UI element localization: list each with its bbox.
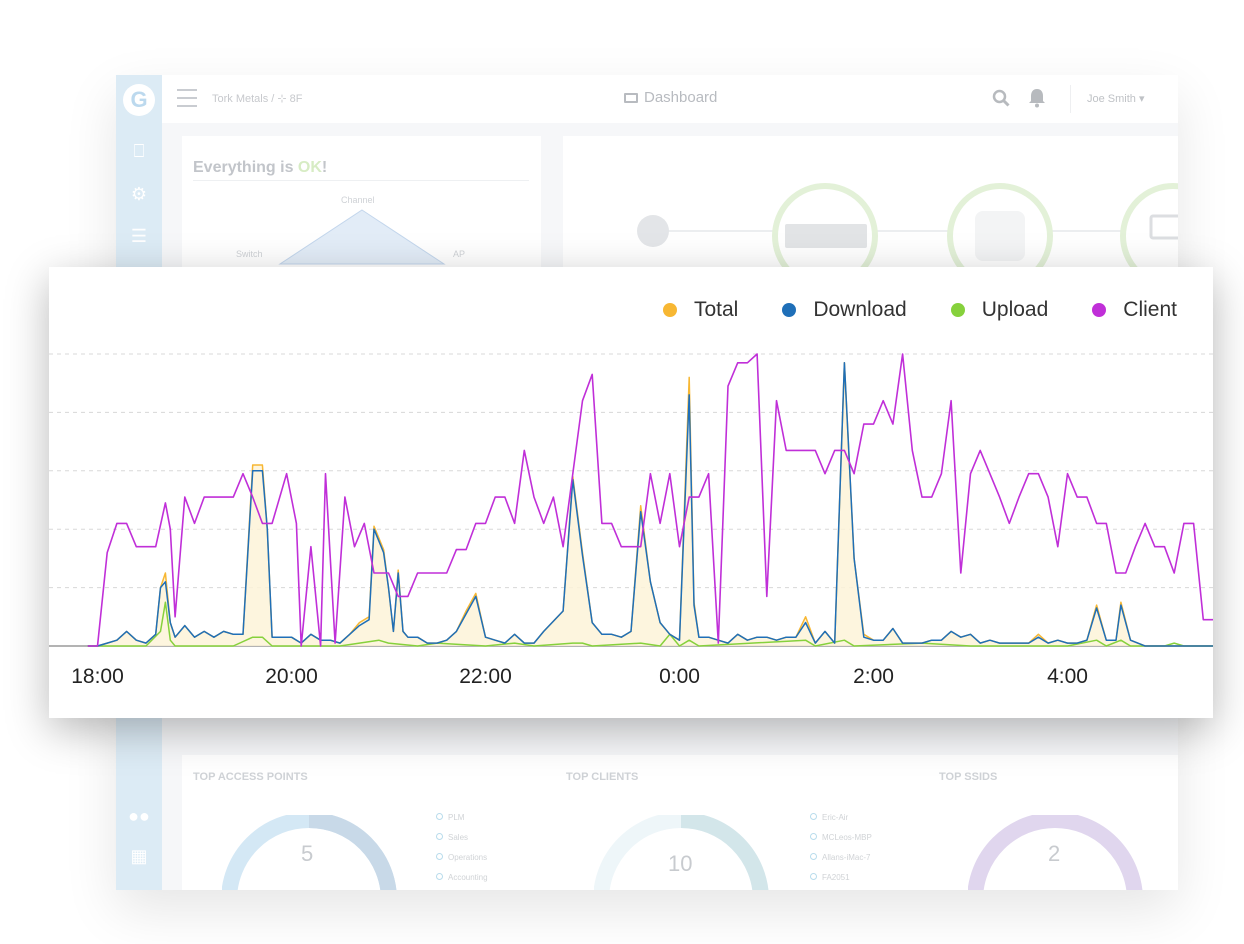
list-item[interactable]: FA2051 — [810, 868, 872, 888]
top-ssids-title: TOP SSIDS — [939, 771, 998, 783]
legend-label: Download — [813, 298, 907, 321]
page-title: Dashboard — [624, 89, 717, 106]
laptop-icon — [1149, 214, 1178, 240]
building-icon[interactable]: ▦ — [130, 846, 148, 866]
traffic-chart-card: 18:00 20:00 22:00 0:00 2:00 4:00 Total Downlo… — [49, 267, 1213, 718]
legend-label: Upload — [981, 298, 1049, 321]
top-access-points-title: TOP ACCESS POINTS — [193, 771, 308, 783]
hamburger-menu-icon[interactable] — [177, 89, 197, 107]
switch-label: Switch — [236, 249, 263, 259]
traffic-chart: 18:00 20:00 22:00 0:00 2:00 4:00 — [49, 353, 1213, 688]
access-point-icon — [975, 211, 1025, 261]
legend-dot-download — [782, 303, 797, 317]
list-item[interactable]: PLM — [436, 808, 488, 828]
list-item[interactable]: Allans-iMac-7 — [810, 848, 872, 868]
top-clients-title: TOP CLIENTS — [566, 771, 639, 783]
list-item[interactable]: MCLeos-MBP — [810, 828, 872, 848]
monitor-icon[interactable]: ⎕ — [133, 141, 145, 161]
divider — [1070, 85, 1071, 113]
legend-item-upload[interactable]: Upload — [950, 298, 1049, 322]
series-line-client — [87, 353, 1213, 647]
bell-icon[interactable] — [1028, 88, 1046, 108]
legend-dot-client — [1092, 303, 1107, 317]
top-lists-panel: TOP ACCESS POINTS 5 PLM Sales Operations… — [182, 755, 1178, 890]
users-icon[interactable]: ●● — [128, 806, 150, 826]
list-item[interactable]: Eric-Air — [810, 808, 872, 828]
legend-label: Total — [693, 298, 739, 321]
x-tick-label: 0:00 — [659, 665, 700, 688]
series-line-upload — [87, 601, 1213, 647]
ssids-count: 2 — [1048, 841, 1061, 866]
legend-item-total[interactable]: Total — [662, 298, 739, 322]
ssids-donut — [968, 815, 1143, 890]
legend-item-client[interactable]: Client — [1092, 298, 1177, 322]
topology-triangle — [278, 209, 446, 265]
top-bar: Tork Metals / ⊹ 8F Dashboard Joe Smith ▾ — [162, 75, 1178, 123]
access-points-count: 5 — [301, 841, 314, 866]
x-tick-label: 22:00 — [459, 665, 512, 688]
chart-x-ticks: 18:00 20:00 22:00 0:00 2:00 4:00 — [71, 665, 1088, 688]
list-icon[interactable]: ☰ — [130, 226, 148, 246]
divider — [193, 180, 529, 181]
switch-icon — [785, 224, 867, 248]
series-line-download — [87, 362, 1213, 647]
gear-icon[interactable]: ⚙ — [130, 184, 148, 204]
channel-label: Channel — [341, 195, 375, 205]
chart-lines — [87, 353, 1213, 647]
legend-dot-total — [662, 303, 677, 317]
page-title-text: Dashboard — [644, 89, 718, 106]
device-topology — [637, 183, 1178, 289]
legend-label: Client — [1123, 298, 1177, 321]
access-points-legend: PLM Sales Operations Accounting — [436, 808, 488, 888]
access-points-donut — [222, 815, 397, 890]
series-area-total — [87, 362, 1213, 646]
x-tick-label: 2:00 — [853, 665, 894, 688]
breadcrumb[interactable]: Tork Metals / ⊹ 8F — [212, 93, 303, 105]
x-tick-label: 4:00 — [1047, 665, 1088, 688]
list-item[interactable]: Accounting — [436, 868, 488, 888]
legend-item-download[interactable]: Download — [782, 298, 907, 322]
status-heading: Everything is OK! — [193, 159, 328, 176]
clients-count: 10 — [668, 851, 693, 876]
list-item[interactable]: Sales — [436, 828, 488, 848]
list-item[interactable]: Operations — [436, 848, 488, 868]
monitor-icon — [624, 93, 638, 103]
clients-legend: Eric-Air MCLeos-MBP Allans-iMac-7 FA2051 — [810, 808, 872, 888]
legend-dot-upload — [950, 303, 965, 317]
chart-legend: Total Download Upload Client — [662, 298, 1177, 322]
chart-areas — [87, 362, 1213, 646]
chart-grid — [49, 353, 1213, 647]
x-tick-label: 18:00 — [71, 665, 124, 688]
search-icon[interactable] — [992, 89, 1010, 107]
x-tick-label: 20:00 — [265, 665, 318, 688]
globe-icon — [637, 215, 669, 247]
user-menu[interactable]: Joe Smith ▾ — [1087, 93, 1145, 105]
app-logo: G — [123, 84, 155, 116]
ap-label: AP — [453, 249, 466, 259]
clients-donut — [594, 815, 769, 890]
